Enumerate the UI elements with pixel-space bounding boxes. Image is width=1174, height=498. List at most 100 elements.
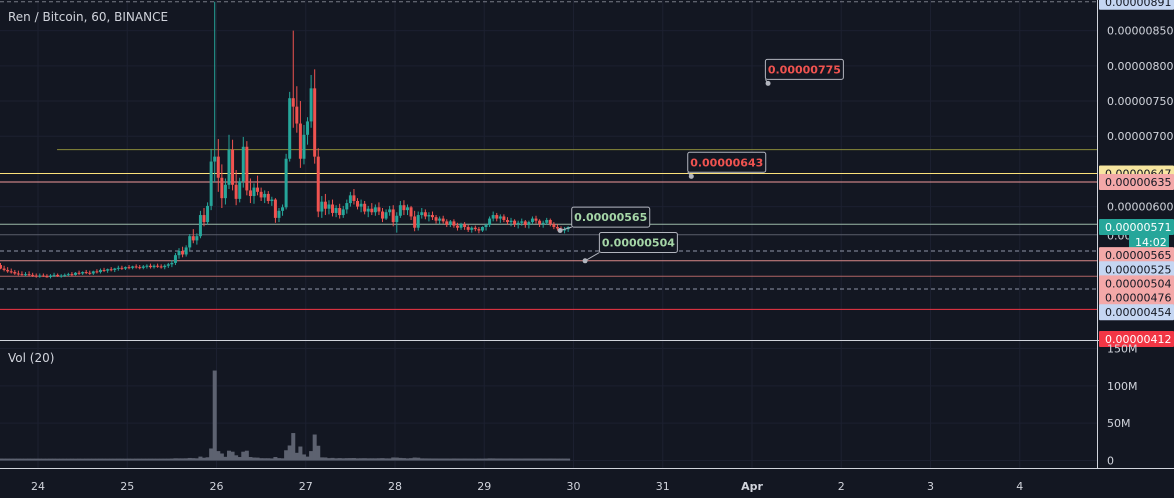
candle-body (159, 266, 163, 268)
volume-bar (219, 453, 224, 461)
candle-body (352, 195, 356, 201)
volume-bar (423, 458, 428, 461)
volume-bar (359, 458, 364, 461)
callout-anchor[interactable] (688, 173, 694, 179)
candle-body (102, 269, 106, 271)
volume-bar (284, 450, 289, 461)
callout-box[interactable] (571, 206, 651, 228)
candle-body (9, 271, 13, 273)
candle-body (434, 217, 438, 221)
volume-bar (469, 458, 474, 461)
volume-bar (291, 433, 296, 461)
candle-body (384, 212, 388, 219)
volume-bar (134, 458, 139, 461)
candle-body (541, 222, 545, 225)
candle-body (527, 222, 531, 225)
volume-bar (269, 458, 274, 461)
price-tag (1099, 261, 1174, 278)
volume-bar (491, 458, 496, 461)
volume-bar (348, 458, 353, 461)
volume-bar (98, 458, 103, 461)
volume-bar (237, 457, 242, 461)
volume-bar (412, 457, 417, 461)
volume-bar (48, 458, 53, 461)
callout-anchor[interactable] (582, 258, 588, 264)
candle-body (0, 265, 3, 269)
candle-body (106, 269, 110, 271)
price-tick-label: 0.00000600 (1107, 201, 1173, 214)
time-tick-label: 2 (838, 480, 845, 493)
volume-bar (387, 458, 392, 461)
price-tick-label: 0.00000750 (1107, 95, 1173, 108)
volume-bar (441, 458, 446, 461)
volume-bar (187, 457, 192, 461)
callout-anchor[interactable] (765, 80, 771, 86)
volume-bar (166, 458, 171, 461)
volume-bar (209, 448, 214, 461)
candle-body (2, 268, 6, 270)
volume-bar (362, 458, 367, 461)
callout-box[interactable] (598, 232, 678, 254)
volume-bar (530, 458, 535, 461)
candle-body (430, 215, 434, 218)
candle-body (373, 207, 377, 213)
volume-bar (280, 458, 285, 461)
callout-anchor[interactable] (557, 228, 563, 234)
price-tick-label: 0.00000850 (1107, 25, 1173, 38)
volume-bar (416, 457, 421, 461)
price-tick-label: 0.00000800 (1107, 60, 1173, 73)
candle-body (445, 221, 449, 225)
volume-bar (248, 457, 253, 461)
candle-body (141, 266, 145, 268)
callout-box[interactable] (687, 151, 767, 173)
price-tag-label: 0.00000635 (1105, 176, 1171, 189)
volume-bar (44, 458, 49, 461)
time-tick-label: 29 (477, 480, 491, 493)
candle-body (148, 265, 152, 268)
volume-bar (273, 457, 278, 461)
volume-bar (434, 458, 439, 461)
candle-body (327, 204, 331, 209)
candle-body (66, 274, 70, 276)
candle-body (484, 224, 488, 228)
volume-bar (494, 458, 499, 461)
candle-body (166, 264, 170, 266)
candle-body (427, 215, 431, 217)
volume-bar (509, 458, 514, 461)
candle-body (248, 190, 252, 197)
candle-body (209, 161, 213, 206)
volume-bar (30, 458, 35, 461)
time-tick-label: 25 (120, 480, 134, 493)
candle-body (27, 274, 31, 276)
volume-bar (52, 458, 57, 461)
candle-body (134, 266, 138, 268)
volume-bar (12, 458, 17, 461)
volume-bar (298, 446, 303, 461)
volume-bar (312, 434, 317, 461)
time-tick-label: 28 (388, 480, 402, 493)
candle-body (331, 204, 335, 213)
volume-tick-label: 100M (1107, 380, 1138, 393)
volume-bar (177, 458, 182, 461)
volume-bar (80, 458, 85, 461)
volume-bar (212, 370, 217, 461)
volume-bar (480, 458, 485, 461)
price-tag (1099, 304, 1174, 321)
volume-bar (276, 458, 281, 461)
time-tick-label: 26 (210, 480, 224, 493)
volume-bar (344, 458, 349, 461)
volume-bar (152, 458, 157, 461)
price-tag-label: 0.00000571 (1105, 221, 1171, 234)
callout-box[interactable] (764, 58, 844, 80)
volume-bar (2, 458, 7, 461)
candle-body (81, 272, 85, 274)
volume-bar (326, 458, 331, 461)
volume-bar (234, 455, 239, 461)
volume-bar (498, 458, 503, 461)
candle-body (252, 187, 256, 197)
volume-bar (205, 457, 210, 461)
volume-bar (355, 458, 360, 461)
candle-body (448, 221, 452, 225)
volume-bar (330, 457, 335, 461)
